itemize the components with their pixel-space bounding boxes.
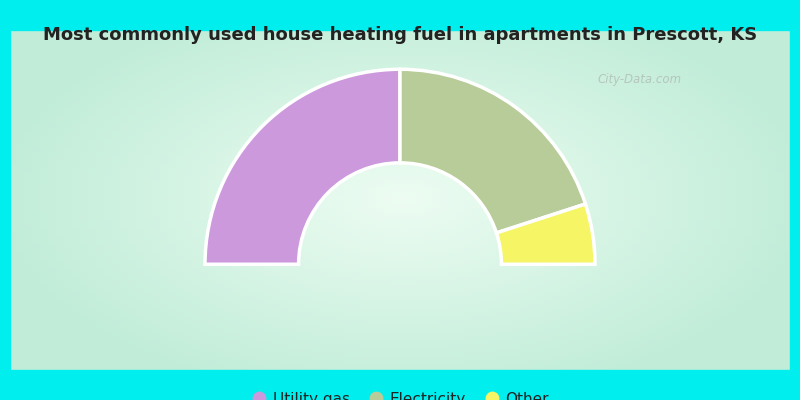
Text: City-Data.com: City-Data.com <box>598 74 682 86</box>
Wedge shape <box>400 69 586 233</box>
Text: Most commonly used house heating fuel in apartments in Prescott, KS: Most commonly used house heating fuel in… <box>43 26 757 44</box>
Wedge shape <box>205 69 400 264</box>
Wedge shape <box>497 204 595 264</box>
Legend: Utility gas, Electricity, Other: Utility gas, Electricity, Other <box>245 386 555 400</box>
